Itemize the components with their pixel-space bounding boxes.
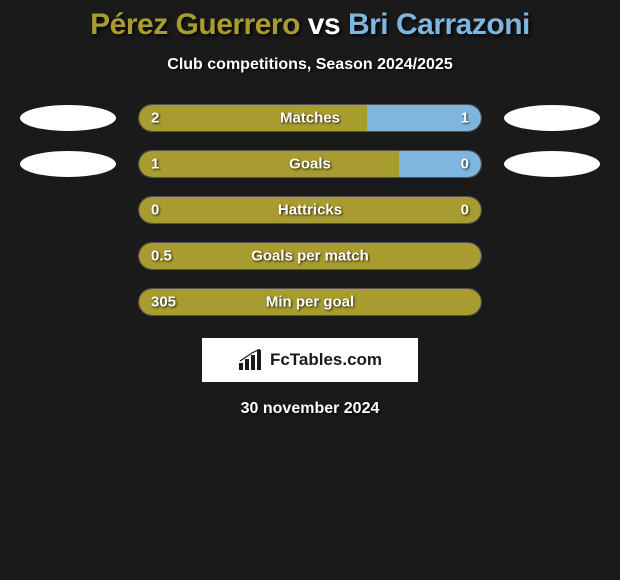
stat-metric-label: Goals per match	[251, 248, 369, 265]
stat-value-p1: 305	[151, 294, 176, 311]
bar-chart-icon	[238, 349, 264, 371]
page-title: Pérez Guerrero vs Bri Carrazoni	[0, 8, 620, 42]
title-player1: Pérez Guerrero	[90, 8, 300, 41]
comparison-rows: 2 Matches 1 1 Goals 0 0 Hattricks 0 0.5 Goals per …	[0, 104, 620, 316]
stat-row: 305 Min per goal	[0, 288, 620, 316]
stat-metric-label: Min per goal	[266, 294, 354, 311]
date-text: 30 november 2024	[0, 400, 620, 418]
stat-value-p1: 1	[151, 156, 159, 173]
spacer	[504, 289, 600, 315]
stat-row: 0 Hattricks 0	[0, 196, 620, 224]
stat-row: 0.5 Goals per match	[0, 242, 620, 270]
stat-value-p2: 0	[461, 202, 469, 219]
title-vs: vs	[300, 8, 348, 41]
stats-comparison-card: Pérez Guerrero vs Bri Carrazoni Club com…	[0, 0, 620, 418]
spacer	[504, 243, 600, 269]
stat-metric-label: Matches	[280, 110, 340, 127]
bar-fill-p1	[139, 151, 399, 177]
stat-value-p2: 0	[461, 156, 469, 173]
stat-bar: 2 Matches 1	[138, 104, 482, 132]
stat-metric-label: Goals	[289, 156, 331, 173]
title-player2: Bri Carrazoni	[348, 8, 530, 41]
subtitle: Club competitions, Season 2024/2025	[0, 56, 620, 74]
player1-marker	[20, 151, 116, 177]
spacer	[20, 197, 116, 223]
stat-row: 1 Goals 0	[0, 150, 620, 178]
player2-marker	[504, 105, 600, 131]
stat-value-p1: 0	[151, 202, 159, 219]
stat-value-p1: 2	[151, 110, 159, 127]
stat-value-p1: 0.5	[151, 248, 172, 265]
stat-metric-label: Hattricks	[278, 202, 342, 219]
stat-value-p2: 1	[461, 110, 469, 127]
stat-row: 2 Matches 1	[0, 104, 620, 132]
stat-bar: 0 Hattricks 0	[138, 196, 482, 224]
stat-bar: 1 Goals 0	[138, 150, 482, 178]
spacer	[504, 197, 600, 223]
stat-bar: 305 Min per goal	[138, 288, 482, 316]
spacer	[20, 243, 116, 269]
source-logo: FcTables.com	[202, 338, 418, 382]
player1-marker	[20, 105, 116, 131]
spacer	[20, 289, 116, 315]
stat-bar: 0.5 Goals per match	[138, 242, 482, 270]
logo-text: FcTables.com	[270, 350, 382, 370]
player2-marker	[504, 151, 600, 177]
